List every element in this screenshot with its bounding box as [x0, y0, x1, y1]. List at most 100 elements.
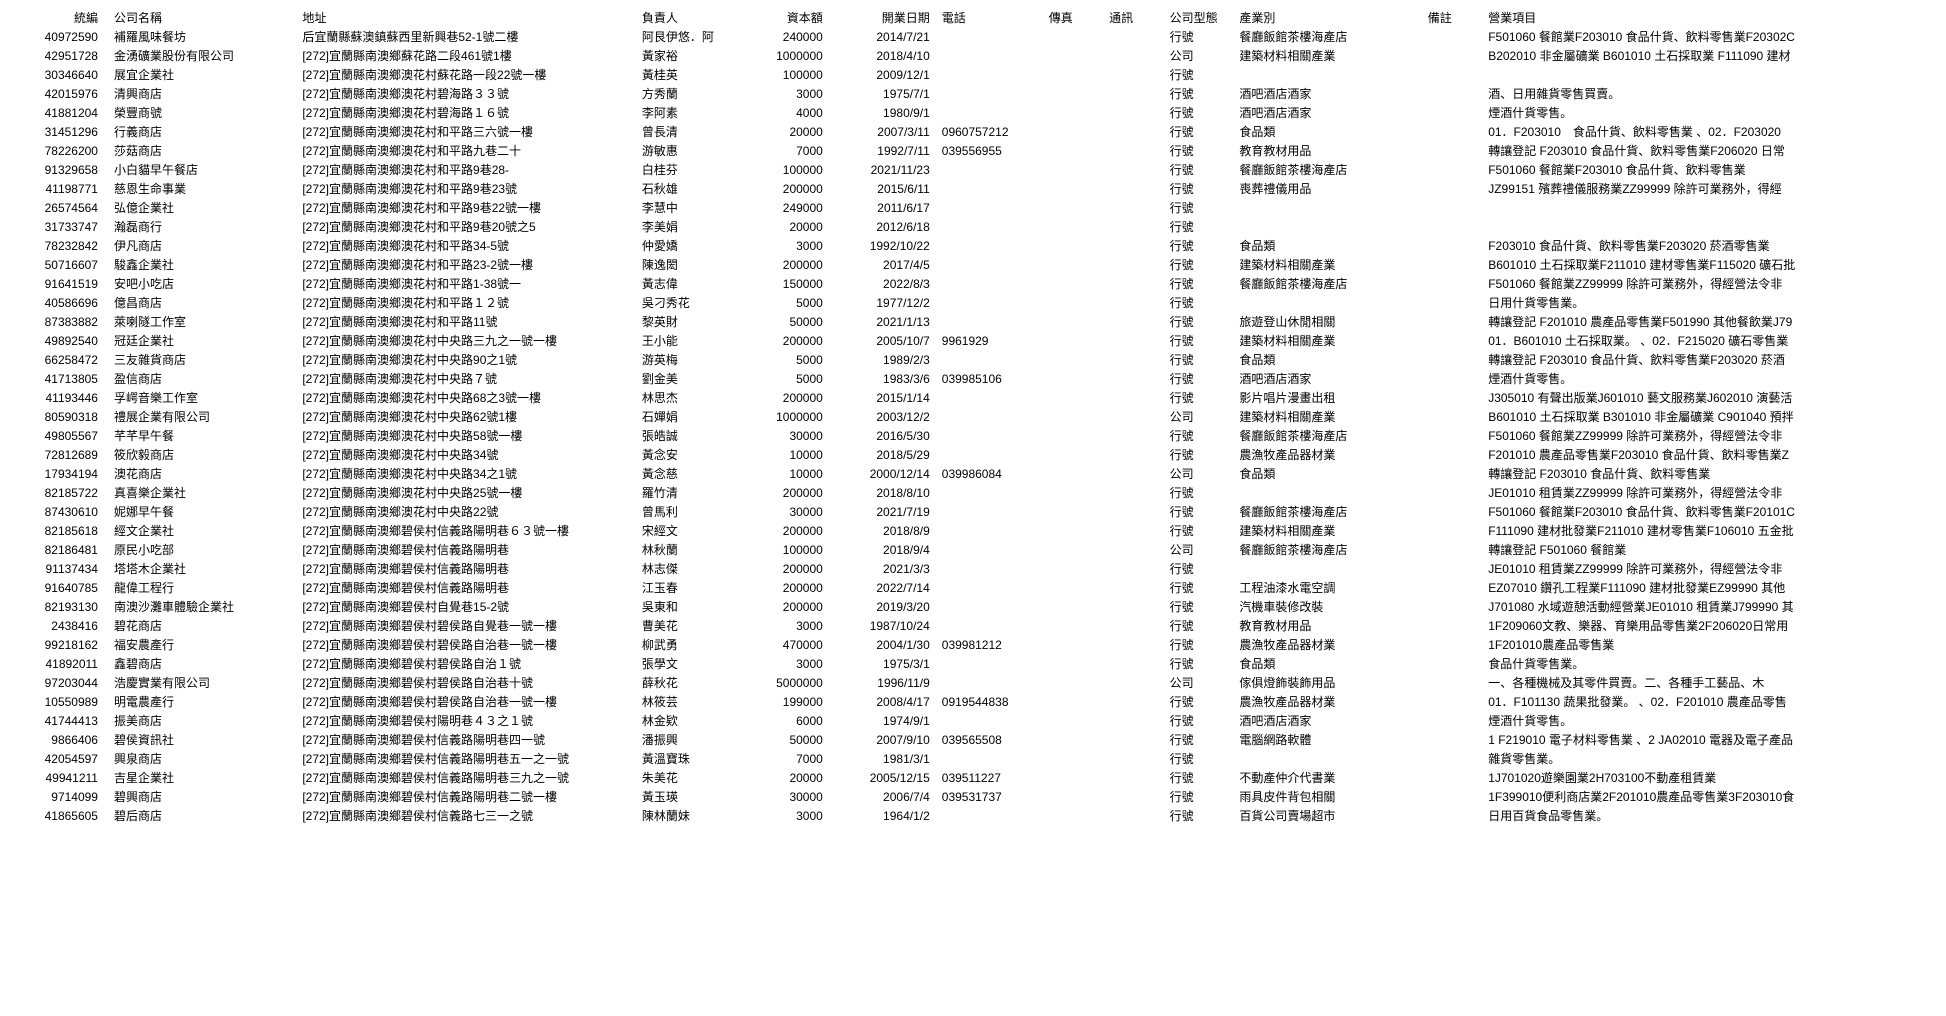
- table-body: 40972590補羅風味餐坊后宜蘭縣蘇澳鎮蘇西里新興巷52-1號二樓阿艮伊悠．阿…: [8, 27, 1938, 825]
- cell-note: [1422, 369, 1482, 388]
- header-fax: 傳真: [1043, 8, 1103, 27]
- cell-biz: F201010 農產品零售業F203010 食品什貨、飲料零售業Z: [1482, 445, 1938, 464]
- cell-id: 42054597: [8, 749, 108, 768]
- header-addr: 地址: [296, 8, 635, 27]
- cell-fax: [1043, 540, 1103, 559]
- cell-fax: [1043, 654, 1103, 673]
- cell-date: 2018/9/4: [829, 540, 936, 559]
- cell-comm: [1103, 350, 1163, 369]
- cell-id: 10550989: [8, 692, 108, 711]
- cell-capital: 30000: [733, 502, 828, 521]
- cell-capital: 5000: [733, 350, 828, 369]
- header-id: 統編: [8, 8, 108, 27]
- cell-date: 2015/6/11: [829, 179, 936, 198]
- cell-fax: [1043, 502, 1103, 521]
- cell-name: 筱欣毅商店: [108, 445, 296, 464]
- cell-name: 吉星企業社: [108, 768, 296, 787]
- table-row: 42015976清興商店[272]宜蘭縣南澳鄉澳花村碧海路３３號方秀蘭30001…: [8, 84, 1938, 103]
- cell-id: 31451296: [8, 122, 108, 141]
- cell-industry: 不動產仲介代書業: [1233, 768, 1421, 787]
- cell-phone: [936, 350, 1043, 369]
- cell-name: 榮豐商號: [108, 103, 296, 122]
- cell-biz: 煙酒什貨零售。: [1482, 711, 1938, 730]
- table-row: 87430610妮娜早午餐[272]宜蘭縣南澳鄉澳花村中央路22號曾馬利3000…: [8, 502, 1938, 521]
- cell-type: 行號: [1164, 559, 1234, 578]
- cell-fax: [1043, 426, 1103, 445]
- cell-date: 2008/4/17: [829, 692, 936, 711]
- cell-comm: [1103, 768, 1163, 787]
- cell-capital: 3000: [733, 654, 828, 673]
- cell-capital: 100000: [733, 65, 828, 84]
- cell-date: 2018/4/10: [829, 46, 936, 65]
- cell-phone: [936, 312, 1043, 331]
- cell-person: 陳逸閎: [636, 255, 734, 274]
- cell-industry: 農漁牧產品器材業: [1233, 445, 1421, 464]
- cell-name: 弘億企業社: [108, 198, 296, 217]
- cell-name: 冠廷企業社: [108, 331, 296, 350]
- cell-name: 補羅風味餐坊: [108, 27, 296, 46]
- cell-fax: [1043, 787, 1103, 806]
- cell-phone: [936, 483, 1043, 502]
- cell-capital: 470000: [733, 635, 828, 654]
- cell-phone: 039985106: [936, 369, 1043, 388]
- table-row: 41744413振美商店[272]宜蘭縣南澳鄉碧侯村陽明巷４３之１號林金欵600…: [8, 711, 1938, 730]
- cell-name: 慈恩生命事業: [108, 179, 296, 198]
- cell-person: 吳東和: [636, 597, 734, 616]
- cell-date: 2012/6/18: [829, 217, 936, 236]
- cell-type: 行號: [1164, 445, 1234, 464]
- cell-id: 26574564: [8, 198, 108, 217]
- cell-biz: 01．B601010 土石採取業。 、02．F215020 礦石零售業: [1482, 331, 1938, 350]
- cell-id: 82185618: [8, 521, 108, 540]
- cell-phone: [936, 502, 1043, 521]
- cell-comm: [1103, 236, 1163, 255]
- cell-date: 2016/5/30: [829, 426, 936, 445]
- cell-addr: [272]宜蘭縣南澳鄉澳花村和平路9巷22號一樓: [296, 198, 635, 217]
- cell-addr: [272]宜蘭縣南澳鄉碧侯村信義路陽明巷: [296, 559, 635, 578]
- cell-type: 行號: [1164, 806, 1234, 825]
- cell-id: 41193446: [8, 388, 108, 407]
- cell-biz: 雜貨零售業。: [1482, 749, 1938, 768]
- table-row: 41198771慈恩生命事業[272]宜蘭縣南澳鄉澳花村和平路9巷23號石秋雄2…: [8, 179, 1938, 198]
- cell-id: 91329658: [8, 160, 108, 179]
- cell-person: 朱美花: [636, 768, 734, 787]
- cell-industry: 建築材料相關產業: [1233, 331, 1421, 350]
- cell-person: 宋經文: [636, 521, 734, 540]
- cell-phone: [936, 103, 1043, 122]
- cell-phone: [936, 673, 1043, 692]
- cell-type: 公司: [1164, 464, 1234, 483]
- cell-fax: [1043, 293, 1103, 312]
- header-date: 開業日期: [829, 8, 936, 27]
- cell-capital: 30000: [733, 787, 828, 806]
- table-row: 66258472三友雜貨商店[272]宜蘭縣南澳鄉澳花村中央路90之1號游英梅5…: [8, 350, 1938, 369]
- cell-person: 李慧中: [636, 198, 734, 217]
- cell-name: 盈信商店: [108, 369, 296, 388]
- cell-addr: [272]宜蘭縣南澳鄉澳花村中央路58號一樓: [296, 426, 635, 445]
- cell-name: 芊芊早午餐: [108, 426, 296, 445]
- cell-addr: [272]宜蘭縣南澳鄉碧侯村信義路陽明巷三九之一號: [296, 768, 635, 787]
- cell-date: 1964/1/2: [829, 806, 936, 825]
- cell-id: 72812689: [8, 445, 108, 464]
- cell-type: 行號: [1164, 768, 1234, 787]
- cell-phone: [936, 27, 1043, 46]
- cell-note: [1422, 141, 1482, 160]
- table-header-row: 統編 公司名稱 地址 負責人 資本額 開業日期 電話 傳真 通訊 公司型態 產業…: [8, 8, 1938, 27]
- cell-phone: [936, 236, 1043, 255]
- cell-biz: 日用百貨食品零售業。: [1482, 806, 1938, 825]
- cell-addr: [272]宜蘭縣南澳鄉碧侯村陽明巷４３之１號: [296, 711, 635, 730]
- table-row: 78232842伊凡商店[272]宜蘭縣南澳鄉澳花村和平路34-5號仲愛嬌300…: [8, 236, 1938, 255]
- cell-note: [1422, 559, 1482, 578]
- cell-comm: [1103, 426, 1163, 445]
- cell-capital: 1000000: [733, 46, 828, 65]
- cell-note: [1422, 350, 1482, 369]
- cell-industry: 傢俱燈飾裝飾用品: [1233, 673, 1421, 692]
- cell-person: 黃桂英: [636, 65, 734, 84]
- cell-phone: [936, 84, 1043, 103]
- table-row: 82186481原民小吃部[272]宜蘭縣南澳鄉碧侯村信義路陽明巷林秋蘭1000…: [8, 540, 1938, 559]
- table-row: 87383882萊喇隧工作室[272]宜蘭縣南澳鄉澳花村和平路11號黎英財500…: [8, 312, 1938, 331]
- cell-date: 2021/1/13: [829, 312, 936, 331]
- cell-person: 仲愛嬌: [636, 236, 734, 255]
- cell-name: 莎菇商店: [108, 141, 296, 160]
- cell-industry: [1233, 559, 1421, 578]
- cell-note: [1422, 293, 1482, 312]
- cell-name: 碧侯資訊社: [108, 730, 296, 749]
